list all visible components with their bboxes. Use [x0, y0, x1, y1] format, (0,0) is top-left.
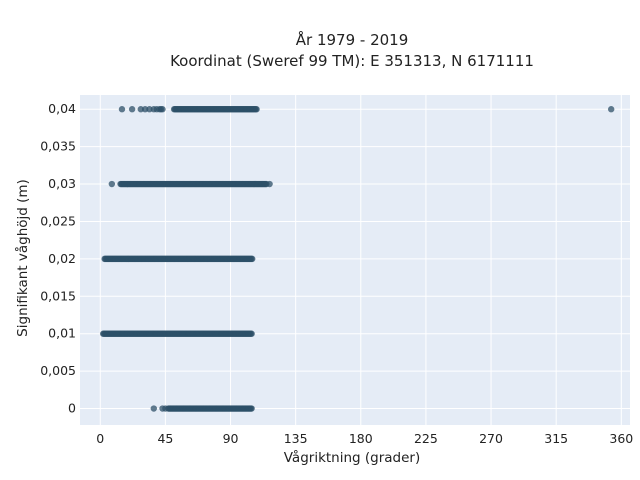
data-point [266, 180, 273, 188]
x-tick-label: 135 [284, 431, 308, 446]
data-point [162, 405, 169, 412]
data-point [253, 106, 260, 113]
scatter-points [99, 106, 615, 412]
x-axis-label: Vågriktning (grader) [284, 449, 421, 466]
data-point [159, 106, 166, 113]
x-tick-label: 225 [414, 431, 438, 446]
gridlines [80, 95, 630, 425]
y-tick-label: 0,025 [40, 213, 76, 228]
y-tick-label: 0,035 [40, 139, 76, 154]
x-tick-label: 90 [223, 431, 239, 446]
x-tick-label: 180 [349, 431, 373, 446]
y-tick-label: 0,01 [48, 326, 76, 341]
chart-title-line1: År 1979 - 2019 [296, 30, 409, 49]
y-tick-label: 0,005 [40, 363, 76, 378]
y-tick-labels: 0 0,005 0,01 0,015 0,02 0,025 0,03 0,035 0,04 [40, 101, 76, 415]
x-tick-label: 360 [609, 431, 633, 446]
data-point [108, 180, 116, 188]
data-point [248, 330, 255, 337]
y-axis-label: Signifikant våghöjd (m) [14, 179, 31, 337]
x-tick-labels: 0 45 90 135 180 225 270 315 360 [96, 431, 633, 446]
y-tick-label: 0,04 [48, 101, 76, 116]
x-tick-label: 0 [96, 431, 104, 446]
x-tick-label: 270 [479, 431, 503, 446]
x-tick-label: 315 [544, 431, 568, 446]
y-tick-label: 0,03 [48, 176, 76, 191]
x-tick-label: 45 [157, 431, 173, 446]
data-point [607, 106, 615, 113]
chart-title-line2: Koordinat (Sweref 99 TM): E 351313, N 61… [170, 52, 534, 70]
data-point [248, 405, 255, 412]
y-tick-label: 0,02 [48, 251, 76, 266]
data-point [128, 106, 136, 113]
y-tick-label: 0,015 [40, 288, 76, 303]
y-tick-label: 0 [68, 401, 76, 416]
data-point [118, 106, 126, 113]
data-point [150, 405, 158, 412]
data-point [249, 255, 256, 263]
